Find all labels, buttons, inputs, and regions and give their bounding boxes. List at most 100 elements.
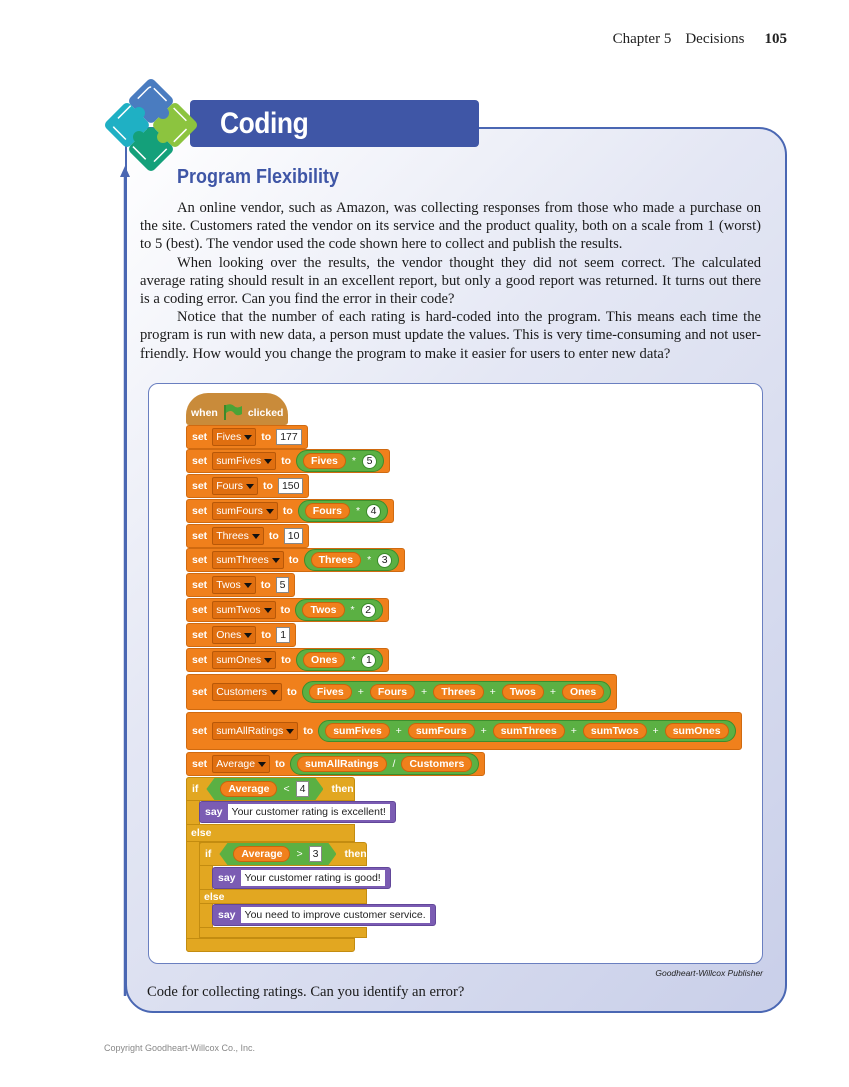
when-label: when — [191, 407, 218, 419]
set-variable-block[interactable]: set sumThrees to Threes * 3 — [186, 548, 406, 572]
variable-dropdown[interactable]: Fours — [212, 477, 259, 495]
variable-name: Twos — [216, 579, 241, 591]
set-label: set — [192, 629, 208, 641]
say-block[interactable]: say Your customer rating is good! — [212, 867, 391, 889]
variable-dropdown[interactable]: Threes — [212, 527, 264, 545]
variable-reporter: Customers — [401, 756, 473, 772]
say-label: say — [205, 806, 223, 818]
set-variable-block[interactable]: set sumFours to Fours * 4 — [186, 499, 395, 523]
variable-reporter: sumFours — [407, 723, 475, 739]
variable-dropdown[interactable]: sumAllRatings — [212, 722, 299, 740]
message-input[interactable]: Your customer rating is good! — [240, 870, 385, 886]
number-input[interactable]: 3 — [377, 552, 393, 568]
variable-dropdown[interactable]: sumFours — [212, 502, 278, 520]
if-else-block-else — [186, 824, 355, 842]
operator-symbol: + — [421, 686, 428, 698]
operator-symbol: + — [480, 725, 487, 737]
figure-caption: Code for collecting ratings. Can you ide… — [147, 984, 465, 1000]
set-variable-block[interactable]: set Average to sumAllRatings / Customers — [186, 752, 486, 776]
nested-if-else-block[interactable]: if Average >3 then — [199, 842, 367, 866]
set-variable-block[interactable]: set Fives to 177 — [186, 425, 308, 449]
number-input[interactable]: 10 — [283, 528, 304, 544]
variable-reporter: Threes — [433, 684, 484, 700]
operator-symbol: < — [283, 783, 290, 795]
operator-symbol: * — [355, 505, 361, 517]
number-input[interactable]: 150 — [277, 478, 304, 494]
set-variable-block[interactable]: set sumAllRatings to sumFives + sumFours + sumT… — [186, 712, 742, 750]
if-else-block[interactable]: if Average <4 then — [186, 777, 355, 801]
operator-symbol: + — [489, 686, 496, 698]
number-input[interactable]: 3 — [309, 846, 323, 862]
variable-reporter: Ones — [561, 684, 605, 700]
say-block[interactable]: say You need to improve customer service. — [212, 904, 436, 926]
to-label: to — [261, 629, 272, 641]
variable-dropdown[interactable]: Ones — [212, 626, 257, 644]
operator-symbol: + — [357, 686, 364, 698]
variable-name: Ones — [216, 629, 242, 641]
number-input[interactable]: 4 — [296, 781, 310, 797]
number-input[interactable]: 177 — [276, 429, 302, 445]
say-label: say — [218, 872, 236, 884]
variable-dropdown[interactable]: Average — [212, 755, 271, 773]
to-label: to — [260, 579, 271, 591]
variable-dropdown[interactable]: sumTwos — [212, 601, 276, 619]
set-label: set — [192, 505, 208, 517]
dropdown-arrow-icon — [244, 434, 253, 440]
then-label: then — [344, 848, 367, 860]
dropdown-arrow-icon — [244, 632, 253, 638]
set-label: set — [192, 604, 208, 616]
variable-dropdown[interactable]: Customers — [212, 683, 282, 701]
number-input[interactable]: 5 — [362, 453, 377, 469]
variable-name: Fives — [216, 431, 242, 443]
number-input[interactable]: 5 — [275, 577, 290, 593]
operator-symbol: + — [570, 725, 577, 737]
set-label: set — [192, 686, 208, 698]
dropdown-arrow-icon — [271, 557, 280, 563]
number-input[interactable]: 1 — [361, 652, 377, 668]
variable-dropdown[interactable]: sumThrees — [212, 551, 284, 569]
say-block[interactable]: say Your customer rating is excellent! — [199, 801, 396, 823]
dropdown-arrow-icon — [264, 458, 273, 464]
number-input[interactable]: 1 — [276, 627, 291, 643]
if-label: if — [205, 848, 212, 860]
message-input[interactable]: You need to improve customer service. — [240, 907, 430, 923]
paragraph: An online vendor, such as Amazon, was co… — [140, 200, 761, 253]
figure-credit: Goodheart-Willcox Publisher — [655, 968, 763, 978]
set-label: set — [192, 554, 208, 566]
set-label: set — [192, 480, 208, 492]
dropdown-arrow-icon — [264, 657, 273, 663]
number-input[interactable]: 2 — [360, 602, 376, 618]
when-flag-clicked-block[interactable]: when clicked — [186, 393, 289, 425]
set-variable-block[interactable]: set Threes to 10 — [186, 524, 310, 548]
set-variable-block[interactable]: set sumTwos to Twos * 2 — [186, 598, 389, 622]
variable-dropdown[interactable]: Twos — [212, 576, 256, 594]
variable-reporter: Twos — [501, 684, 544, 700]
feature-subtitle: Program Flexibility — [177, 166, 340, 188]
number-input[interactable]: 4 — [366, 503, 382, 519]
set-variable-block[interactable]: set Fours to 150 — [186, 474, 310, 498]
variable-name: sumOnes — [216, 654, 262, 666]
set-variable-block[interactable]: set sumFives to Fives * 5 — [186, 449, 390, 473]
operator-block: Fives * 5 — [296, 450, 384, 472]
variable-dropdown[interactable]: sumOnes — [212, 651, 277, 669]
set-variable-block[interactable]: set Twos to 5 — [186, 573, 296, 597]
variable-reporter: Average — [220, 781, 277, 797]
variable-dropdown[interactable]: sumFives — [212, 452, 277, 470]
clicked-label: clicked — [247, 407, 284, 419]
message-input[interactable]: Your customer rating is excellent! — [227, 804, 390, 820]
operator-symbol: * — [350, 604, 355, 616]
variable-reporter: Fives — [308, 684, 352, 700]
set-label: set — [192, 530, 208, 542]
variable-reporter: sumFives — [325, 723, 390, 739]
dropdown-arrow-icon — [246, 483, 255, 489]
to-label: to — [263, 480, 273, 492]
variable-name: Fours — [216, 480, 244, 492]
dropdown-arrow-icon — [269, 689, 278, 695]
set-variable-block[interactable]: set Customers to Fives + Fours + Threes + Twos + On… — [186, 674, 618, 710]
set-variable-block[interactable]: set sumOnes to Ones * 1 — [186, 648, 390, 672]
variable-name: sumFives — [216, 455, 262, 467]
set-label: set — [192, 455, 208, 467]
variable-reporter: sumOnes — [664, 723, 729, 739]
set-variable-block[interactable]: set Ones to 1 — [186, 623, 297, 647]
variable-dropdown[interactable]: Fives — [212, 428, 257, 446]
